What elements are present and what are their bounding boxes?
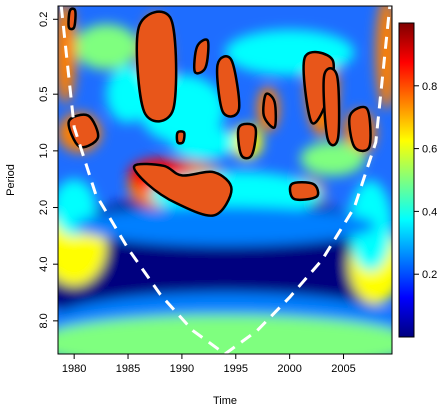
heatmap-area xyxy=(58,6,392,354)
colorbar xyxy=(399,23,414,337)
heatmap-blob xyxy=(171,125,236,160)
significance-contour xyxy=(215,55,241,118)
colorbar-tick-label: 0.6 xyxy=(422,144,437,156)
significance-contour xyxy=(132,162,233,217)
x-axis: 1980 1985 1990 1995 2000 2005 xyxy=(62,354,356,375)
x-tick-label: 2000 xyxy=(277,363,301,375)
plot-frame xyxy=(57,5,393,355)
colorbar-frame xyxy=(398,22,415,338)
significance-contour xyxy=(322,67,341,147)
heatmap-blob xyxy=(74,24,139,70)
heatmap-blob xyxy=(74,205,376,246)
significance-contour xyxy=(67,7,77,31)
significance-contour xyxy=(192,38,210,75)
x-axis-title: Time xyxy=(213,395,237,407)
x-tick-label: 2005 xyxy=(331,363,355,375)
colorbar-tick-label: 0.4 xyxy=(422,206,437,218)
colorbar-tick-label: 0.8 xyxy=(422,81,437,93)
y-tick-label: 1.0 xyxy=(38,143,50,158)
y-tick-label: 0.2 xyxy=(38,12,50,27)
significance-contour xyxy=(175,130,186,145)
y-axis-title: Period xyxy=(5,164,17,196)
significance-contour xyxy=(262,92,278,129)
significance-contour xyxy=(67,113,100,149)
heatmap-blob xyxy=(300,141,366,176)
x-tick-label: 1985 xyxy=(116,363,140,375)
y-tick-label: 2.0 xyxy=(38,200,50,215)
y-tick-label: 4.0 xyxy=(38,257,50,272)
x-tick-label: 1980 xyxy=(62,363,86,375)
y-tick-label: 8.0 xyxy=(38,313,50,328)
heatmap-blob xyxy=(375,6,392,110)
significance-contours xyxy=(67,7,372,217)
x-tick-label: 1990 xyxy=(170,363,194,375)
heatmap-blob xyxy=(58,314,392,354)
x-tick-label: 1995 xyxy=(224,363,248,375)
significance-contour xyxy=(348,105,372,153)
y-axis: 0.2 0.5 1.0 2.0 4.0 8.0 xyxy=(38,12,58,329)
significance-contour xyxy=(288,181,320,202)
significance-contour xyxy=(236,122,258,160)
colorbar-axis: 0.2 0.4 0.6 0.8 xyxy=(414,81,437,281)
y-tick-label: 0.5 xyxy=(38,87,50,102)
significance-contour xyxy=(135,10,178,123)
colorbar-tick-label: 0.2 xyxy=(422,269,437,281)
